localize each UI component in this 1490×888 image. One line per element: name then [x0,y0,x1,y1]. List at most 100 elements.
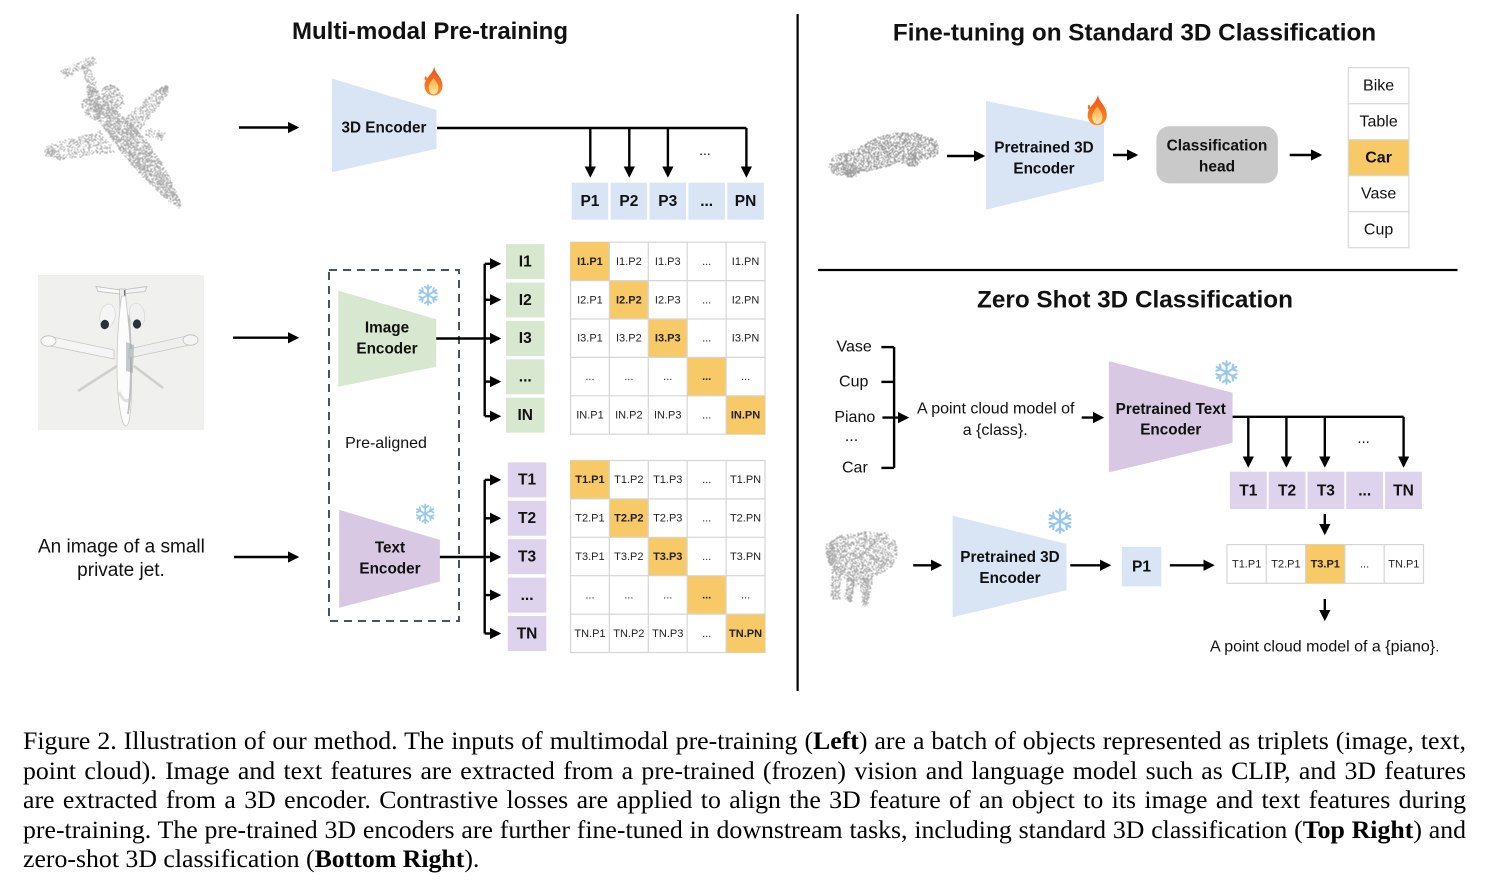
svg-text:I1.PN: I1.PN [732,256,760,268]
svg-text:A point cloud model of a {pian: A point cloud model of a {piano}. [1210,639,1440,656]
svg-text:P2: P2 [619,193,638,210]
svg-text:...: ... [1358,482,1371,499]
svg-text:I3.P1: I3.P1 [577,333,603,345]
svg-text:T1.P1: T1.P1 [575,474,604,486]
svg-text:...: ... [741,589,750,601]
svg-text:Vase: Vase [1361,186,1396,203]
svg-text:T2.P1: T2.P1 [1271,558,1300,570]
svg-text:Text: Text [375,540,405,557]
svg-text:Pretrained Text: Pretrained Text [1116,401,1226,418]
svg-text:A point cloud model of: A point cloud model of [917,401,1075,418]
svg-text:...: ... [519,369,532,386]
svg-text:T2.PN: T2.PN [730,513,761,525]
svg-text:...: ... [741,371,750,383]
svg-text:T3.P2: T3.P2 [614,551,643,563]
svg-text:T1.P1: T1.P1 [1232,558,1261,570]
svg-text:...: ... [521,587,534,604]
svg-text:Vase: Vase [837,339,872,356]
svg-text:...: ... [624,371,633,383]
svg-text:Cup: Cup [1364,222,1393,239]
svg-text:P3: P3 [658,193,677,210]
svg-text:Encoder: Encoder [979,570,1040,587]
svg-text:I3.P2: I3.P2 [616,333,642,345]
svg-text:Car: Car [1365,150,1392,167]
svg-text:An image of a small: An image of a small [38,536,205,557]
svg-text:I1.P2: I1.P2 [616,256,642,268]
svg-text:a {class}.: a {class}. [963,422,1028,439]
svg-text:T1.PN: T1.PN [730,474,761,486]
svg-text:T3.P1: T3.P1 [1311,558,1340,570]
svg-text:...: ... [702,371,711,383]
svg-text:private jet.: private jet. [77,560,165,581]
svg-text:T2.P2: T2.P2 [614,513,643,525]
svg-text:TN.P3: TN.P3 [652,628,683,640]
svg-text:...: ... [702,628,711,640]
svg-text:TN.P1: TN.P1 [1388,558,1419,570]
svg-text:Cup: Cup [839,374,868,391]
svg-text:...: ... [663,589,672,601]
svg-text:Pre-aligned: Pre-aligned [345,435,427,452]
svg-text:...: ... [585,589,594,601]
svg-text:T2: T2 [518,510,536,527]
svg-text:IN.P1: IN.P1 [576,410,604,422]
svg-text:IN: IN [518,407,534,424]
svg-text:T1: T1 [518,472,536,489]
svg-text:...: ... [663,371,672,383]
svg-text:T2.P3: T2.P3 [653,513,682,525]
svg-text:...: ... [845,428,858,445]
svg-text:...: ... [702,333,711,345]
svg-text:Encoder: Encoder [356,341,417,358]
svg-text:Multi-modal Pre-training: Multi-modal Pre-training [292,18,568,45]
svg-text:I3.P3: I3.P3 [655,333,681,345]
svg-text:I1.P3: I1.P3 [655,256,681,268]
svg-text:...: ... [702,256,711,268]
svg-text:Zero Shot 3D Classification: Zero Shot 3D Classification [977,287,1293,314]
svg-text:TN.P1: TN.P1 [574,628,605,640]
svg-text:I2: I2 [519,292,532,309]
svg-text:Image: Image [365,320,409,337]
svg-text:IN.P2: IN.P2 [615,410,643,422]
svg-text:T3.PN: T3.PN [730,551,761,563]
svg-text:T3.P3: T3.P3 [653,551,682,563]
svg-text:T3: T3 [518,549,536,566]
svg-text:TN.PN: TN.PN [729,628,762,640]
svg-text:I1.P1: I1.P1 [577,256,603,268]
svg-text:T1.P3: T1.P3 [653,474,682,486]
svg-text:3D Encoder: 3D Encoder [341,120,426,137]
svg-text:TN: TN [517,625,538,642]
svg-text:...: ... [1357,430,1370,447]
svg-text:...: ... [624,589,633,601]
svg-text:P1: P1 [1132,559,1151,576]
svg-text:Pretrained 3D: Pretrained 3D [994,140,1093,157]
svg-text:Encoder: Encoder [1013,161,1074,178]
svg-text:I2.PN: I2.PN [732,294,760,306]
svg-text:T1.P2: T1.P2 [614,474,643,486]
svg-text:...: ... [702,551,711,563]
svg-text:T3.P1: T3.P1 [575,551,604,563]
svg-text:I3: I3 [519,330,532,347]
svg-text:Table: Table [1359,114,1397,131]
svg-text:I2.P2: I2.P2 [616,294,642,306]
svg-text:...: ... [1360,558,1369,570]
svg-text:Classification: Classification [1167,138,1268,155]
svg-text:Bike: Bike [1363,78,1394,95]
svg-text:...: ... [702,513,711,525]
svg-text:...: ... [702,410,711,422]
svg-text:PN: PN [735,193,757,210]
svg-text:Piano: Piano [834,409,875,426]
svg-text:IN.PN: IN.PN [731,410,760,422]
svg-text:I2.P3: I2.P3 [655,294,681,306]
svg-text:...: ... [700,193,713,210]
svg-text:Encoder: Encoder [1140,422,1201,439]
svg-text:Fine-tuning on Standard 3D Cla: Fine-tuning on Standard 3D Classificatio… [893,20,1376,47]
svg-text:...: ... [585,371,594,383]
svg-text:TN: TN [1393,482,1414,499]
svg-text:I1: I1 [519,253,532,270]
svg-text:Car: Car [842,459,868,476]
svg-text:I2.P1: I2.P1 [577,294,603,306]
svg-text:head: head [1199,159,1235,176]
svg-text:Encoder: Encoder [359,561,420,578]
svg-text:P1: P1 [580,193,599,210]
svg-text:...: ... [699,142,711,158]
svg-text:...: ... [702,294,711,306]
